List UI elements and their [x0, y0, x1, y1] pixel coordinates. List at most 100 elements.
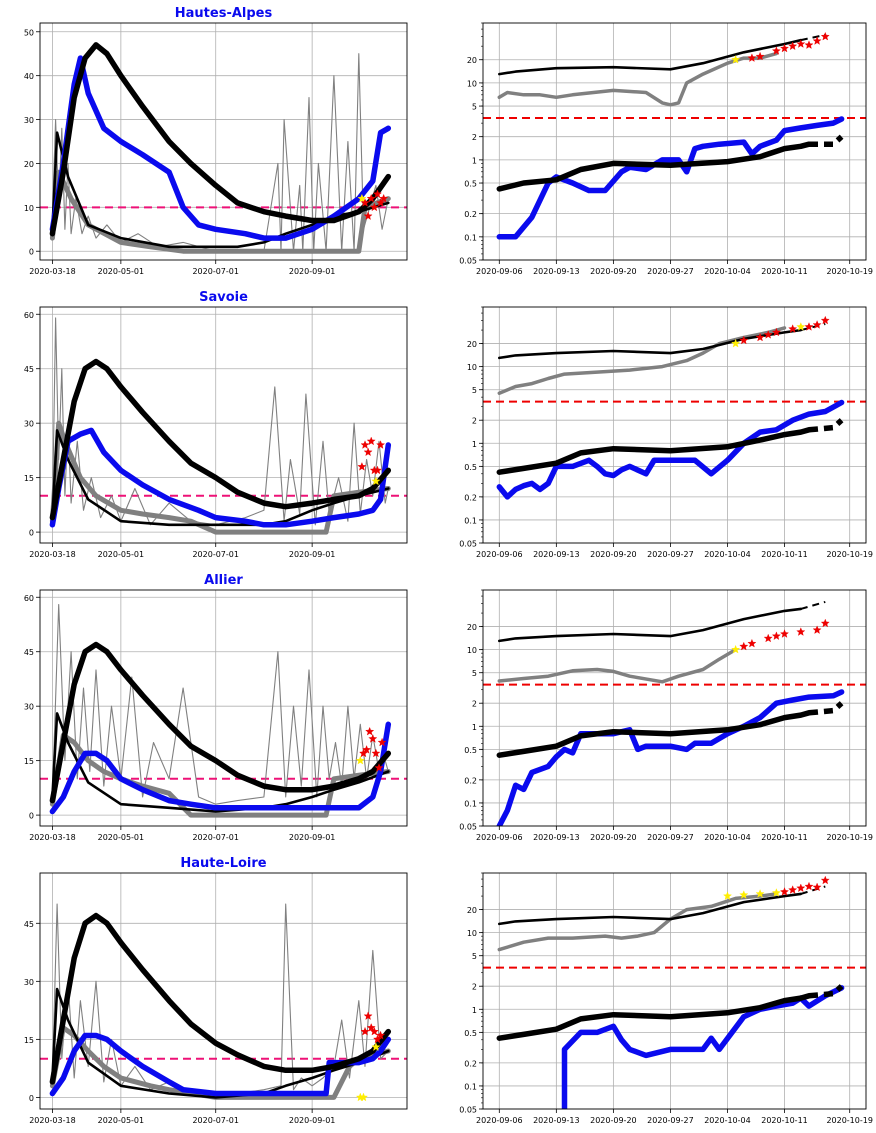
red-star-4 — [369, 202, 379, 212]
x-tick-label-1: 2020-09-06 — [476, 833, 523, 842]
series-black-thick-dashed — [808, 418, 844, 433]
red-star-4 — [804, 881, 814, 891]
x-tick-label-4: 2020-09-01 — [289, 550, 336, 559]
series-black-thin — [51, 429, 390, 527]
red-star-3 — [365, 726, 375, 736]
x-tick-label-5: 2020-10-04 — [704, 1116, 751, 1125]
red-star-4 — [369, 1026, 379, 1036]
y-tick-label-7: 5 — [472, 669, 477, 678]
series-gray-noisy — [51, 317, 389, 526]
series-gray-thick — [49, 169, 391, 254]
y-tick-label-4: 0.5 — [464, 746, 477, 755]
red-star-8 — [820, 315, 830, 325]
y-tick-label-9: 20 — [467, 56, 477, 65]
y-tick-label-3: 0.2 — [464, 493, 477, 502]
red-star-6 — [376, 1030, 386, 1040]
y-tick-label-6: 2 — [472, 133, 477, 142]
y-tick-label-5: 1 — [472, 1006, 477, 1015]
x-tick-label-3: 2020-09-20 — [590, 267, 637, 276]
red-star-1 — [739, 335, 749, 345]
y-tick-label-5: 60 — [24, 311, 34, 320]
y-tick-label-6: 2 — [472, 417, 477, 426]
x-tick-label-4: 2020-09-27 — [647, 1116, 694, 1125]
x-tick-label-3: 2020-07-01 — [192, 550, 239, 559]
series-blue — [49, 1032, 392, 1097]
yellow-star-1 — [371, 476, 381, 486]
panel-title: Haute-Loire — [180, 856, 266, 871]
y-tick-label-2: 10 — [24, 204, 34, 213]
x-tick-label-2: 2020-09-13 — [533, 267, 580, 276]
x-tick-label-1: 2020-09-06 — [476, 1116, 523, 1125]
y-tick-label-4: 30 — [24, 116, 34, 125]
red-star-3 — [771, 46, 781, 55]
y-tick-label-6: 2 — [472, 983, 477, 992]
x-tick-label-2: 2020-05-01 — [98, 550, 145, 559]
y-tick-label-4: 0.5 — [464, 180, 477, 189]
panel-3: 2020-03-18 2020-05-01 2020-07-01 2020-09-01… — [24, 290, 408, 559]
red-star-3 — [363, 447, 373, 457]
red-star-1 — [747, 53, 757, 62]
y-tick-label-2: 15 — [24, 757, 34, 766]
red-star-6 — [820, 875, 830, 885]
red-star-8 — [812, 36, 822, 45]
panel-title: Savoie — [199, 290, 248, 305]
red-star-5 — [372, 189, 382, 199]
x-tick-label-4: 2020-09-01 — [289, 833, 336, 842]
red-star-4 — [779, 43, 790, 53]
red-star-4 — [366, 436, 376, 446]
yellow-star-2 — [358, 1092, 369, 1102]
x-tick-label-1: 2020-03-18 — [29, 550, 76, 559]
series-black-thick-dashed — [808, 701, 844, 716]
plot-frame — [482, 22, 867, 261]
x-tick-label-3: 2020-09-20 — [590, 833, 637, 842]
plot-frame — [39, 306, 408, 544]
red-star-2 — [755, 51, 765, 61]
x-tick-label-4: 2020-09-27 — [647, 267, 694, 276]
series-black-thick — [49, 912, 392, 1085]
y-tick-label-6: 2 — [472, 700, 477, 709]
y-tick-label-7: 5 — [472, 103, 477, 112]
x-tick-label-7: 2020-10-19 — [826, 1116, 873, 1125]
red-star-1 — [779, 887, 790, 896]
plot-frame — [482, 306, 867, 544]
series-black-thick — [496, 141, 812, 192]
red-star-7 — [377, 737, 387, 747]
series-blue — [49, 427, 392, 528]
x-tick-label-6: 2020-10-11 — [761, 267, 808, 276]
y-tick-label-7: 5 — [472, 952, 477, 961]
x-tick-label-4: 2020-09-27 — [647, 833, 694, 842]
red-star-3 — [366, 1023, 376, 1032]
panel-4: 2020-09-06 2020-09-13 2020-09-20 2020-09-27… — [459, 306, 873, 559]
y-tick-label-1: 0.05 — [459, 257, 477, 266]
series-black-thick — [496, 427, 812, 475]
y-tick-label-2: 15 — [24, 1036, 34, 1045]
x-tick-label-3: 2020-07-01 — [192, 833, 239, 842]
red-star-7 — [812, 320, 822, 329]
series-black-thin-dashed — [800, 323, 826, 332]
y-tick-label-5: 60 — [24, 594, 34, 603]
red-star-7 — [804, 40, 814, 49]
red-star-2 — [755, 332, 765, 342]
series-gray-noisy — [51, 53, 389, 252]
red-star-7 — [812, 625, 822, 634]
x-tick-label-2: 2020-05-01 — [98, 833, 145, 842]
plot-frame — [482, 872, 867, 1110]
y-tick-label-8: 10 — [467, 929, 477, 938]
x-tick-label-6: 2020-10-11 — [761, 833, 808, 842]
plot-frame — [39, 22, 408, 261]
y-tick-label-1: 0.05 — [459, 823, 477, 832]
red-star-6 — [372, 465, 382, 475]
red-star-2 — [788, 885, 798, 894]
x-tick-label-5: 2020-10-04 — [704, 550, 751, 559]
red-star-3 — [763, 633, 773, 643]
x-tick-label-7: 2020-10-19 — [826, 267, 873, 276]
red-star-7 — [376, 440, 386, 449]
panel-5: 2020-03-18 2020-05-01 2020-07-01 2020-09-01… — [24, 573, 408, 842]
red-star-4 — [368, 734, 378, 743]
y-tick-label-5: 1 — [472, 723, 477, 732]
x-tick-label-7: 2020-10-19 — [826, 550, 873, 559]
series-black-thick — [496, 710, 812, 758]
y-tick-label-3: 20 — [24, 160, 34, 169]
x-tick-label-3: 2020-07-01 — [192, 1116, 239, 1125]
